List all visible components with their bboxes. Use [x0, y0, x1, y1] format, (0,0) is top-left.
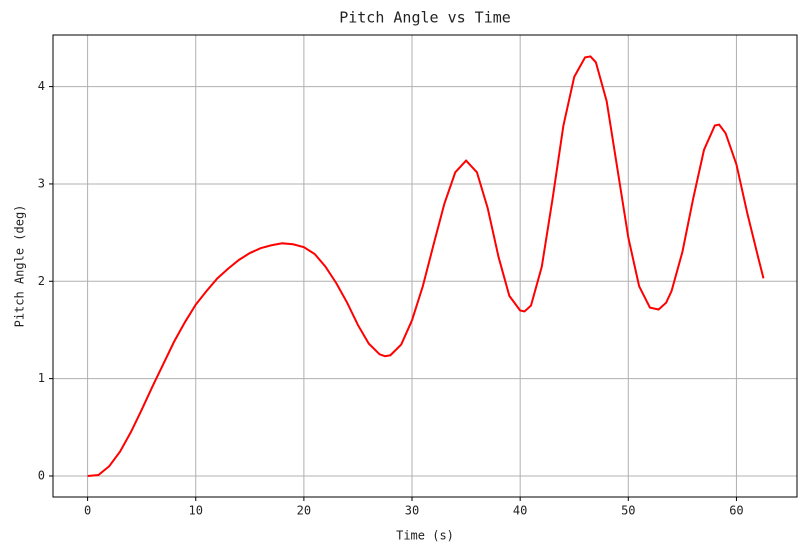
x-axis-label: Time (s) — [396, 529, 454, 543]
x-tick-label: 10 — [189, 504, 203, 518]
x-tick-label: 50 — [621, 504, 635, 518]
chart-title: Pitch Angle vs Time — [339, 9, 511, 27]
x-tick-label: 20 — [297, 504, 311, 518]
data-line — [87, 55, 765, 477]
x-tick-label: 40 — [513, 504, 527, 518]
y-tick-label: 1 — [38, 371, 45, 385]
x-tick-label: 30 — [405, 504, 419, 518]
x-tick-label: 0 — [84, 504, 91, 518]
y-tick-label: 4 — [38, 79, 45, 93]
y-tick-label: 0 — [38, 468, 45, 482]
y-tick-label: 3 — [38, 176, 45, 190]
y-axis-label: Pitch Angle (deg) — [13, 205, 27, 328]
y-tick-label: 2 — [38, 274, 45, 288]
x-tick-label: 60 — [729, 504, 743, 518]
plot-frame — [52, 34, 798, 498]
